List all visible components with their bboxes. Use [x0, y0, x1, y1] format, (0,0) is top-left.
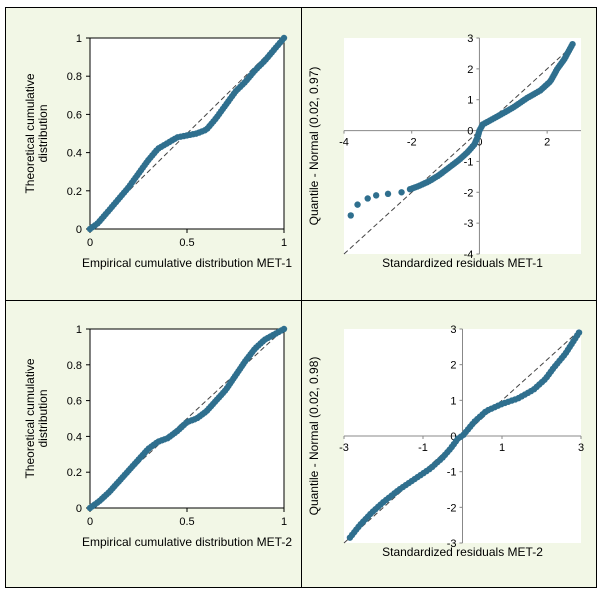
data-point: [354, 201, 361, 208]
y-tick-label: -2: [464, 187, 474, 199]
panel-qq-met1: -4 -3 -2 -1 0 1 2 3 -4 -2 0 2 Standardized residuals…: [301, 7, 597, 301]
x-tick-label: -3: [339, 442, 349, 454]
y-tick-label: 1: [76, 324, 82, 336]
y-tick-label: 1: [76, 33, 82, 45]
y-tick-label: 0: [450, 431, 456, 443]
y-axis-label: Theoretical cumulative: [23, 358, 37, 478]
x-tick-label: -1: [418, 442, 428, 454]
y-tick-label: 0: [76, 503, 82, 515]
x-tick-label: 1: [499, 442, 505, 454]
reference-line: [343, 43, 575, 255]
y-tick-label: 0.8: [67, 71, 82, 83]
x-tick-label: -4: [339, 137, 349, 149]
y-tick-label: 3: [450, 324, 456, 336]
data-point: [364, 195, 371, 202]
x-tick-label: 0.5: [179, 516, 194, 528]
pp-met1-chart: 0 0.2 0.4 0.6 0.8 1 0 0.5 1 Empirical cumulative …: [6, 8, 301, 300]
y-tick-label: 1: [450, 395, 456, 407]
x-tick-label: 1: [281, 237, 287, 249]
data-point: [347, 212, 354, 219]
y-tick-label: -1: [464, 156, 474, 168]
y-axis-label: Theoretical cumulative: [23, 73, 37, 193]
y-tick-label: 0.6: [67, 396, 82, 408]
y-tick-label: 3: [467, 33, 473, 45]
x-tick-label: -2: [407, 137, 417, 149]
x-tick-label: 0: [87, 516, 93, 528]
data-point: [569, 40, 576, 48]
panel-qq-met2: -3 -2 -1 0 1 2 3 -3 -1 1 3 Standardized residuals M…: [301, 300, 597, 588]
x-axis-label: Standardized residuals MET-2: [382, 545, 543, 559]
y-tick-label: 0.2: [67, 186, 82, 198]
y-tick-label: 0.4: [67, 431, 82, 443]
x-axis-label: Empirical cumulative distribution MET-2: [82, 535, 292, 549]
data-point: [384, 190, 392, 198]
y-tick-label: 2: [450, 360, 456, 372]
y-axis-label: Quantile - Normal (0.02, 0.98): [307, 357, 321, 516]
y-tick-label: 0.4: [67, 148, 82, 160]
panel-pp-met2: 0 0.2 0.4 0.6 0.8 1 0 0.5 1 Empirical cumulative …: [5, 300, 302, 588]
data-point: [280, 34, 288, 42]
y-tick-label: 0: [467, 126, 473, 138]
y-tick-label: -2: [447, 502, 457, 514]
x-tick-label: 2: [544, 137, 550, 149]
x-axis-label: Standardized residuals MET-1: [382, 256, 543, 270]
panel-pp-met1: 0 0.2 0.4 0.6 0.8 1 0 0.5 1 Empirical cumulative …: [5, 7, 302, 301]
x-tick-label: 0.5: [179, 237, 194, 249]
qq-met2-chart: -3 -2 -1 0 1 2 3 -3 -1 1 3 Standardized residuals M…: [302, 301, 596, 587]
y-tick-label: 0.2: [67, 467, 82, 479]
data-point: [575, 329, 583, 336]
y-tick-label: -4: [464, 249, 474, 261]
y-tick-label: 1: [467, 95, 473, 107]
data-point: [280, 325, 288, 333]
x-axis-label: Empirical cumulative distribution MET-1: [82, 256, 292, 270]
y-axis-label: distribution: [36, 104, 50, 162]
y-tick-label: -3: [447, 538, 457, 550]
y-tick-label: -3: [464, 218, 474, 230]
data-point: [372, 192, 380, 199]
x-tick-label: 0: [87, 237, 93, 249]
data-point: [398, 189, 405, 196]
x-tick-label: 0: [476, 137, 482, 149]
reference-line: [343, 328, 582, 544]
pp-met2-chart: 0 0.2 0.4 0.6 0.8 1 0 0.5 1 Empirical cumulative …: [6, 301, 301, 587]
y-tick-label: -1: [447, 467, 457, 479]
y-tick-label: 0: [76, 224, 82, 236]
y-axis-label: distribution: [36, 389, 50, 447]
x-tick-label: 1: [281, 516, 287, 528]
y-axis-label: Quantile - Normal (0.02, 0.97): [307, 67, 321, 226]
y-tick-label: 0.8: [67, 360, 82, 372]
y-tick-label: 0.6: [67, 109, 82, 121]
x-tick-label: 3: [578, 442, 584, 454]
y-tick-label: 2: [467, 64, 473, 76]
